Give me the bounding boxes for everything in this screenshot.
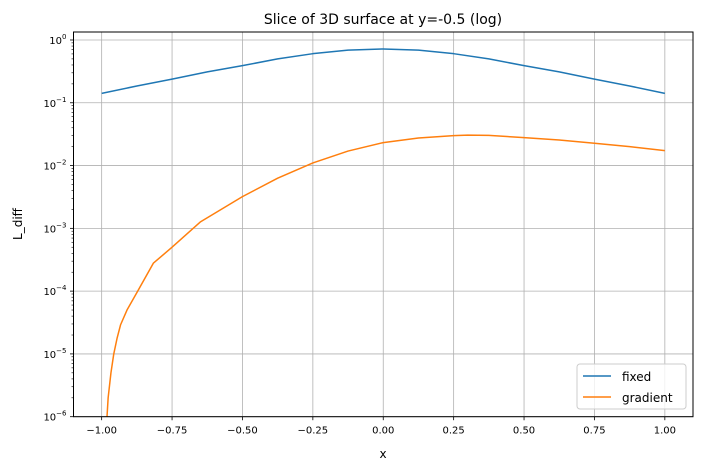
y-tick-base: 10 [43, 287, 56, 298]
x-tick-label: 1.00 [654, 426, 676, 437]
x-tick-label: 0.75 [583, 426, 605, 437]
y-tick-label: 10−5 [43, 347, 66, 361]
y-tick-base: 10 [43, 224, 56, 235]
y-tick-label: 10−6 [43, 410, 67, 424]
x-tick-label: −1.00 [86, 426, 117, 437]
y-tick-base: 10 [49, 36, 62, 47]
y-tick-base: 10 [43, 413, 56, 424]
y-tick-exponent: −4 [56, 284, 67, 292]
x-axis-label: x [379, 447, 386, 461]
y-tick-base: 10 [43, 162, 56, 173]
y-tick-exponent: −6 [56, 410, 67, 418]
y-tick-label: 100 [49, 33, 66, 47]
x-tick-label: −0.50 [227, 426, 258, 437]
y-tick-label: 10−4 [43, 284, 67, 298]
y-axis-label: L_diff [11, 207, 25, 240]
y-tick-label: 10−3 [43, 221, 66, 235]
x-tick-label: −0.75 [157, 426, 188, 437]
y-tick-exponent: −5 [56, 347, 66, 355]
grid [73, 32, 693, 418]
x-axis: −1.00 −0.75 −0.50 −0.25 0.00 0.25 0.50 0.75 1.00 [86, 416, 676, 437]
y-tick-label: 10−1 [43, 96, 66, 110]
y-tick-base: 10 [43, 350, 56, 361]
y-tick-exponent: −1 [56, 96, 66, 104]
y-tick-base: 10 [43, 99, 56, 110]
x-tick-label: 0.00 [372, 426, 394, 437]
series-line-fixed [101, 48, 665, 95]
plot-lines [101, 48, 665, 417]
y-tick-exponent: 0 [62, 33, 66, 41]
series-line-gradient [106, 134, 665, 417]
y-tick-exponent: −2 [56, 159, 66, 167]
legend-label-gradient: gradient [622, 391, 673, 405]
x-tick-label: 0.50 [513, 426, 535, 437]
legend: fixed gradient [576, 363, 687, 410]
y-tick-exponent: −3 [56, 221, 66, 229]
chart-title: Slice of 3D surface at y=-0.5 (log) [264, 12, 502, 28]
x-tick-label: 0.25 [443, 426, 465, 437]
y-tick-label: 10−2 [43, 159, 66, 173]
x-tick-label: −0.25 [298, 426, 329, 437]
legend-label-fixed: fixed [622, 370, 651, 384]
